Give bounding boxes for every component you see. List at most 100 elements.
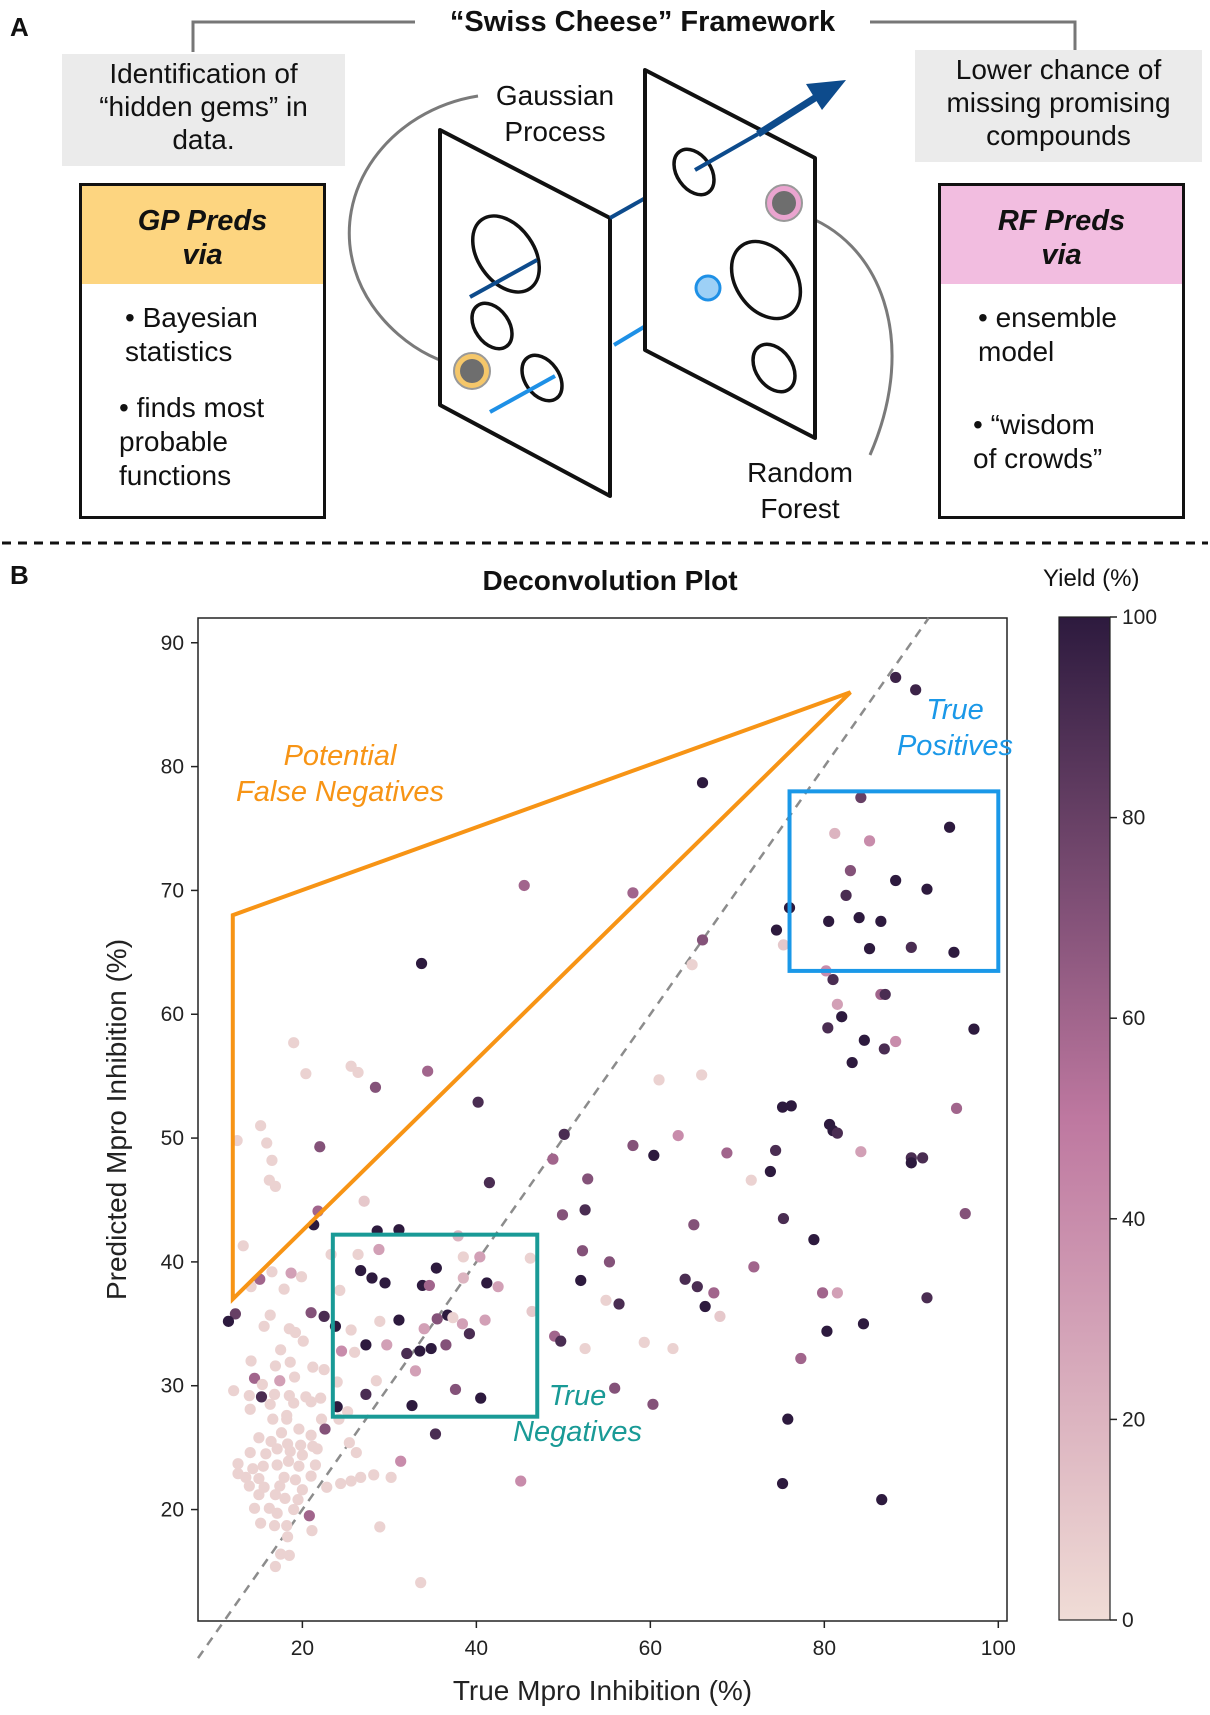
data-point	[318, 1310, 330, 1322]
y-tick-label: 70	[161, 879, 184, 902]
gp-bullet-2: • finds most probable functions	[119, 391, 264, 493]
data-point	[269, 1360, 282, 1372]
data-point	[266, 1154, 278, 1166]
data-point	[385, 1471, 397, 1483]
rf-label: Random Forest	[725, 455, 875, 527]
data-point	[352, 1066, 364, 1079]
data-point	[243, 1390, 255, 1402]
data-point	[247, 1463, 259, 1475]
data-point	[863, 835, 876, 847]
data-point	[526, 1305, 538, 1318]
data-point	[271, 1459, 283, 1471]
cheese-slice-left	[438, 128, 612, 498]
data-point	[319, 1423, 331, 1435]
data-point	[265, 1435, 277, 1448]
y-tick-label: 80	[161, 756, 184, 779]
y-tick-label: 50	[161, 1127, 184, 1150]
data-point	[358, 1195, 370, 1207]
data-point	[905, 1157, 917, 1169]
data-point	[288, 1503, 300, 1516]
gp-label-line: Process	[504, 116, 606, 147]
rf-heading-line: via	[1041, 239, 1082, 271]
right-note-line: missing promising	[946, 87, 1171, 118]
data-point	[393, 1314, 405, 1326]
x-tick-label: 80	[813, 1637, 836, 1660]
data-point	[414, 1345, 426, 1357]
data-point	[890, 874, 902, 887]
cheese-hole	[520, 353, 564, 403]
data-point	[293, 1460, 305, 1472]
framework-bracket	[191, 20, 1077, 52]
rf-bullet-1: • ensemble model	[978, 301, 1117, 369]
true-positives-label: True Positives	[880, 692, 1030, 764]
data-point	[415, 1577, 427, 1589]
data-point	[776, 1477, 789, 1490]
data-point	[777, 1212, 790, 1225]
data-point	[266, 1266, 278, 1278]
data-point	[278, 1471, 290, 1483]
data-point	[857, 1318, 870, 1330]
data-point	[335, 1477, 347, 1490]
data-point	[315, 1413, 328, 1425]
data-point	[875, 915, 887, 927]
data-point	[688, 1219, 700, 1231]
data-point	[281, 1413, 293, 1425]
gp-bullet-line: statistics	[125, 336, 233, 367]
data-point	[222, 1315, 235, 1327]
right-note-line: Lower chance of	[955, 54, 1162, 85]
data-point	[808, 1234, 820, 1246]
data-point	[307, 1361, 319, 1373]
gp-heading-line: GP Preds	[137, 205, 268, 237]
data-point	[360, 1339, 372, 1351]
data-point	[284, 1445, 296, 1457]
data-point	[858, 1034, 870, 1046]
true-positives-line: True	[926, 694, 984, 726]
data-point	[795, 1352, 807, 1365]
data-point	[284, 1356, 296, 1368]
data-point	[782, 1413, 794, 1425]
false-negatives-line: False Negatives	[236, 776, 444, 808]
data-point	[253, 1472, 265, 1485]
data-point	[232, 1458, 244, 1470]
true-positives-region	[787, 789, 1001, 973]
rf-label-line: Forest	[760, 493, 840, 524]
colorbar	[1058, 616, 1111, 1621]
data-point	[269, 1180, 282, 1192]
data-point	[699, 1300, 711, 1313]
data-point	[547, 1153, 559, 1165]
data-point	[823, 915, 835, 927]
rf-bullet-line: • “wisdom	[973, 409, 1095, 440]
data-point	[256, 1378, 268, 1391]
gp-bullet-line: • Bayesian	[125, 302, 258, 333]
data-point	[422, 1065, 434, 1077]
data-point	[777, 939, 790, 951]
data-point	[764, 1165, 776, 1178]
data-point	[943, 821, 956, 833]
data-point	[296, 1484, 308, 1496]
data-point	[457, 1251, 469, 1263]
y-axis-label: Predicted Mpro Inhibition (%)	[101, 939, 132, 1300]
data-point	[679, 1273, 691, 1285]
gp-bullet-line: • finds most	[119, 392, 265, 423]
data-point	[770, 924, 783, 936]
data-point	[306, 1525, 318, 1537]
data-point	[267, 1413, 279, 1425]
data-point	[696, 1069, 708, 1081]
swiss-cheese-diagram	[347, 68, 894, 498]
data-point	[248, 1502, 261, 1514]
data-point	[950, 1102, 963, 1114]
data-point	[228, 1385, 240, 1397]
left-note: Identification of “hidden gems” in data.	[62, 54, 345, 166]
data-point	[475, 1392, 487, 1404]
data-point	[374, 1315, 386, 1327]
data-point	[255, 1517, 267, 1529]
data-point	[430, 1262, 442, 1274]
data-point	[638, 1336, 650, 1348]
data-point	[831, 1287, 843, 1299]
data-point	[785, 1100, 797, 1112]
data-point	[393, 1224, 405, 1236]
data-point	[360, 1388, 372, 1400]
data-point	[311, 1443, 323, 1455]
data-point	[257, 1460, 269, 1472]
y-tick-label: 40	[161, 1251, 184, 1274]
